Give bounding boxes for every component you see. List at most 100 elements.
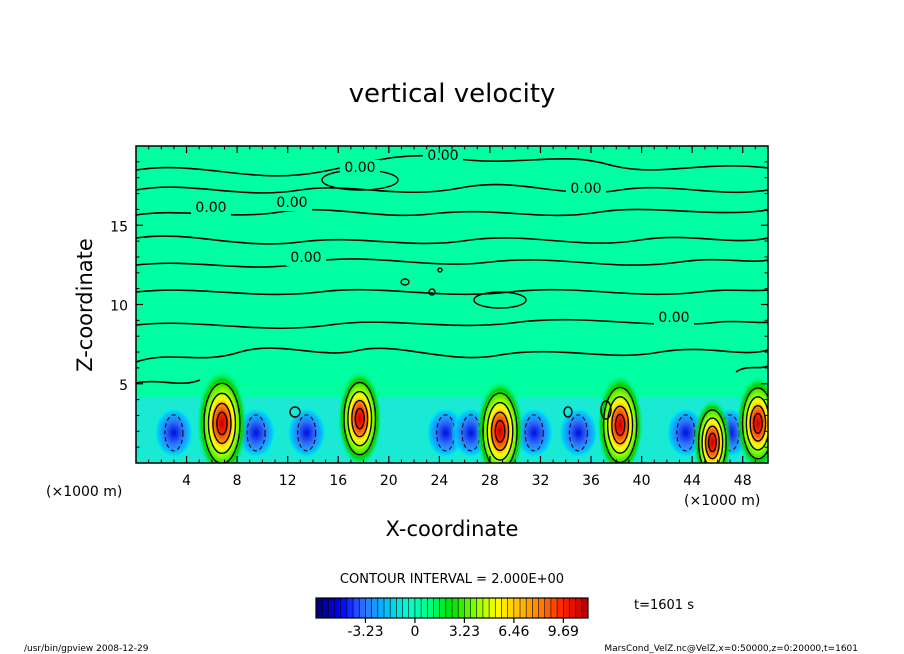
colorbar-segment <box>489 598 496 618</box>
colorbar-segment <box>575 598 583 618</box>
contour-label-0: 0.00 <box>344 160 375 176</box>
colorbar-segment <box>377 598 385 618</box>
colorbar-segment <box>476 598 484 618</box>
updraft-contour-0-2 <box>212 402 232 445</box>
updraft-contour-4-3 <box>707 432 717 453</box>
x-tick-label-11: 48 <box>734 473 752 489</box>
colorbar-segment <box>334 598 342 618</box>
contour-label-bg-0 <box>340 160 380 176</box>
x-tick-label-2: 12 <box>279 473 297 489</box>
colorbar-segment <box>464 598 472 618</box>
x-tick-label-4: 20 <box>380 473 398 489</box>
contour-lines <box>136 154 768 385</box>
x-tick-label-10: 44 <box>683 473 701 489</box>
contour-label-layer: 0.00 0.00 0.00 0.00 0.00 0.00 0.00 <box>191 148 694 326</box>
x-tick-label-9: 40 <box>633 473 651 489</box>
updraft-contour-1-2 <box>351 399 369 438</box>
contour-interval-label: CONTOUR INTERVAL = 2.000E+00 <box>340 572 564 587</box>
colorbar-segment <box>322 598 329 618</box>
colorbar-segment <box>371 598 379 618</box>
colorbar-segment <box>482 598 490 618</box>
x-tick-label-6: 28 <box>481 473 499 489</box>
colorbar-segment <box>346 598 354 618</box>
contour-label-2: 0.00 <box>570 181 601 197</box>
colorbar-segment <box>458 598 465 618</box>
x-tick-label-1: 8 <box>233 473 242 489</box>
updraft-core-3 <box>596 374 644 463</box>
colorbar-segment <box>427 598 434 618</box>
colorbar-segment <box>328 598 336 618</box>
colorbar-segment <box>470 598 478 618</box>
x-tick-layer: 4 8 12 16 20 24 28 32 36 40 44 48 <box>148 146 756 489</box>
updraft-contour-1-0 <box>343 381 377 456</box>
updraft-contour-2-3 <box>494 419 506 443</box>
colorbar-segment <box>538 598 546 618</box>
contour-label-bg-2 <box>566 181 606 197</box>
contour-label-6: 0.00 <box>658 310 689 326</box>
x-tick-label-8: 36 <box>582 473 600 489</box>
updraft-contour-4-0 <box>697 409 727 463</box>
contour-label-bg-3 <box>191 200 231 216</box>
x-tick-label-7: 32 <box>532 473 550 489</box>
colorbar-segment <box>507 598 515 618</box>
chart-title: vertical velocity <box>349 79 556 109</box>
colorbar-segment <box>396 598 404 618</box>
colorbar-segment <box>532 598 540 618</box>
colorbar-tick-label-0: -3.23 <box>347 624 383 640</box>
colorbar-segment <box>544 598 552 618</box>
contour-label-bg-4 <box>272 195 312 211</box>
updraft-contour-2-0 <box>482 392 518 463</box>
colorbar-segment <box>408 598 416 618</box>
y-axis-title: Z-coordinate <box>73 238 97 372</box>
contour-label-3: 0.00 <box>195 200 226 216</box>
colorbar-segment <box>563 598 570 618</box>
colorbar <box>315 598 589 618</box>
x-tick-label-0: 4 <box>182 473 191 489</box>
y-tick-label-0: 5 <box>119 378 128 394</box>
colorbar-tick-label-1: 0 <box>410 624 419 640</box>
x-tick-label-5: 24 <box>430 473 448 489</box>
updraft-contour-1-3 <box>354 407 365 430</box>
colorbar-segment <box>439 598 447 618</box>
updraft-contour-1-1 <box>347 390 373 447</box>
updraft-core-0 <box>196 369 248 463</box>
colorbar-segment <box>384 598 391 618</box>
colorbar-segment <box>353 598 360 618</box>
updraft-contour-0-3 <box>216 411 228 436</box>
downdraft-contour-1 <box>246 414 266 452</box>
colorbar-segment <box>390 598 397 618</box>
contour-label-bg-5 <box>286 250 326 266</box>
footer-left: /usr/bin/gpview 2008-12-29 <box>24 644 149 654</box>
colorbar-segment <box>433 598 441 618</box>
downdraft-contour-6 <box>568 414 588 452</box>
x-tick-label-3: 16 <box>329 473 347 489</box>
colorbar-segment <box>513 598 521 618</box>
updraft-contour-4-1 <box>701 417 724 463</box>
colorbar-segment <box>365 598 373 618</box>
x-unit-label: (×1000 m) <box>684 493 760 509</box>
colorbar-segment <box>445 598 453 618</box>
updraft-contour-5-0 <box>741 387 768 460</box>
time-label: t=1601 s <box>634 598 694 613</box>
downdraft-5 <box>514 406 555 459</box>
y-tick-layer: 5 10 15 <box>110 161 768 448</box>
colorbar-segment <box>526 598 533 618</box>
colorbar-segment <box>340 598 348 618</box>
contour-label-bg-6 <box>654 310 694 326</box>
downdraft-6 <box>558 406 599 459</box>
colorbar-frame <box>315 597 589 619</box>
downdraft-0 <box>153 406 194 459</box>
colorbar-segment <box>359 598 366 618</box>
contour-label-4: 0.00 <box>276 195 307 211</box>
updraft-contour-2-2 <box>490 411 510 452</box>
updraft-contour-0-0 <box>203 382 241 463</box>
colorbar-segment <box>501 598 509 618</box>
updraft-contour-4-2 <box>704 425 720 460</box>
updraft-contour-3-2 <box>611 405 630 445</box>
colorbar-segment <box>402 598 410 618</box>
colorbar-segment <box>569 598 577 618</box>
contour-label-5: 0.00 <box>290 250 321 266</box>
updraft-contour-3-3 <box>614 413 626 437</box>
colorbar-segment <box>316 598 323 618</box>
